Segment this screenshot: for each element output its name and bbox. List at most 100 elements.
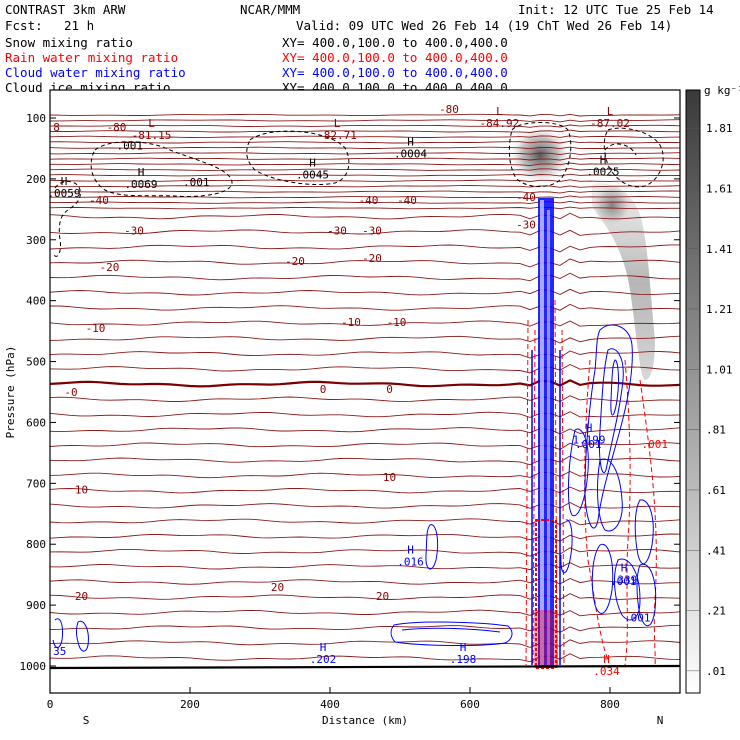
extremum-value: .0025 <box>586 166 619 179</box>
isotherm <box>50 179 680 182</box>
y-tick-label: 700 <box>26 477 46 490</box>
isotherm-label: 10 <box>75 483 88 496</box>
extremum-value: 1.199 <box>572 434 605 447</box>
isotherm <box>50 288 680 296</box>
north-label: N <box>657 714 664 727</box>
contour-label: .001 <box>610 575 637 588</box>
colorbar-tick-label: .41 <box>706 544 726 557</box>
plot-frame <box>49 89 681 694</box>
isotherm-label: -10 <box>387 316 407 329</box>
snow-contours <box>53 122 664 257</box>
extremum-value: -87.02 <box>590 117 630 130</box>
contour-label: .001 <box>117 139 144 152</box>
isotherm <box>50 146 680 150</box>
contour-labels: 2.8 -80 -80 -40 -40 -40 -40 -30 -30 -30 -30 -20 -20 -… <box>40 103 669 678</box>
cloud-water-contours <box>52 324 657 652</box>
isotherm-label: -40 <box>516 191 536 204</box>
extremum-marker: H <box>320 641 327 654</box>
isotherm <box>50 200 680 204</box>
convective-core <box>531 198 561 669</box>
isotherm-label: 0 <box>386 383 393 396</box>
legend-label: Cloud water mixing ratio <box>5 65 186 80</box>
isotherm <box>50 624 680 633</box>
isotherm <box>50 206 680 210</box>
isotherm <box>50 152 680 156</box>
extremum-marker: H <box>61 175 68 188</box>
temperature-contours <box>50 113 680 663</box>
isotherm <box>50 486 680 494</box>
y-tick-label: 900 <box>26 599 46 612</box>
isotherm <box>50 157 680 161</box>
isotherm-label: -30 <box>362 225 382 238</box>
isotherm <box>50 455 680 466</box>
isotherm-label: -20 <box>100 261 120 274</box>
contour-label: .35 <box>47 645 67 658</box>
extremum-marker: H <box>586 422 593 435</box>
isotherm <box>50 578 680 585</box>
isotherm <box>50 173 680 177</box>
isotherm-label: -0 <box>64 386 77 399</box>
contour-label: .001 <box>575 438 602 451</box>
isotherm <box>50 244 680 253</box>
isotherm <box>50 653 680 663</box>
rain-water-contours <box>525 299 657 666</box>
extremum-value: .0069 <box>124 178 157 191</box>
x-tick-label: 0 <box>47 698 54 711</box>
colorbar-tick-label: 1.41 <box>706 243 733 256</box>
y-tick-label: 500 <box>26 356 46 369</box>
contour-label: .001 <box>183 176 210 189</box>
isotherm-label: -20 <box>362 252 382 265</box>
isotherm <box>50 124 680 128</box>
isotherm <box>50 303 680 311</box>
x-tick-label: 400 <box>320 698 340 711</box>
legend: Snow mixing ratio XY= 400.0,100.0 to 400.… <box>5 35 508 95</box>
isotherm-label: 2.8 <box>40 121 60 134</box>
isotherm <box>50 185 680 188</box>
colorbar <box>685 89 701 694</box>
isotherm <box>50 212 680 220</box>
isotherm-label: 20 <box>376 590 389 603</box>
isotherm-label: 10 <box>383 471 396 484</box>
colorbar-tick-label: .01 <box>706 665 726 678</box>
isotherm-label: -10 <box>341 316 361 329</box>
isotherm <box>50 518 680 526</box>
isotherm <box>50 272 680 282</box>
isotherm <box>50 609 680 617</box>
isotherm <box>50 320 680 327</box>
isotherm-label: 20 <box>271 581 284 594</box>
legend-label: Rain water mixing ratio <box>5 50 178 65</box>
isotherm <box>50 350 680 359</box>
isotherm <box>50 562 680 571</box>
isotherm <box>50 229 680 236</box>
isotherm <box>50 547 680 557</box>
isotherm <box>50 135 680 139</box>
colorbar-tick-label: 1.81 <box>706 122 733 135</box>
isotherm <box>50 470 680 479</box>
plot-area <box>50 90 680 693</box>
isotherm <box>50 411 680 418</box>
contour-label: .001 <box>642 438 669 451</box>
isotherm <box>50 119 680 123</box>
isotherm <box>50 533 680 542</box>
extremum-marker: H <box>407 543 414 556</box>
colorbar-units: g kg⁻¹ <box>704 84 740 97</box>
isotherm <box>50 162 680 167</box>
isotherm <box>50 639 680 648</box>
cloud-ice-shading <box>510 127 655 380</box>
colorbar-tick-label: 1.01 <box>706 363 733 376</box>
isotherm-label: -80 <box>439 103 459 116</box>
isotherm <box>50 129 680 133</box>
isotherm-label: 0 <box>320 383 327 396</box>
isotherm-label: -30 <box>124 225 144 238</box>
extremum-value: .198 <box>450 653 477 666</box>
isotherm <box>50 195 680 199</box>
init-time: Init: 12 UTC Tue 25 Feb 14 <box>518 2 714 17</box>
isotherm <box>50 379 680 388</box>
extremum-marker: H <box>621 562 628 575</box>
valid-time: Valid: 09 UTC Wed 26 Feb 14 (19 ChT Wed … <box>296 18 672 33</box>
colorbar-tick-label: .81 <box>706 424 726 437</box>
colorbar-tick-label: 1.61 <box>706 182 733 195</box>
extremum-value: .339 <box>611 574 638 587</box>
legend-xy: XY= 400.0,100.0 to 400.0,400.0 <box>282 50 508 65</box>
